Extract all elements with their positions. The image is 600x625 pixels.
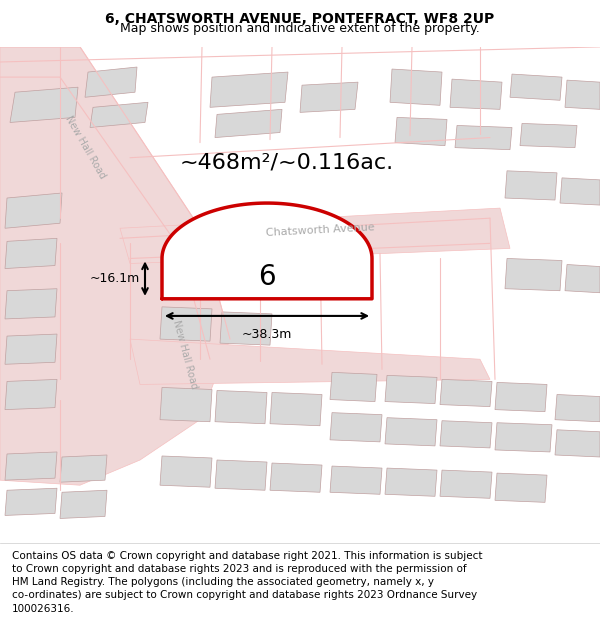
Polygon shape xyxy=(385,468,437,496)
Polygon shape xyxy=(520,124,577,148)
Polygon shape xyxy=(120,208,510,264)
Polygon shape xyxy=(5,289,57,319)
Polygon shape xyxy=(505,171,557,200)
Polygon shape xyxy=(565,264,600,292)
Polygon shape xyxy=(555,430,600,457)
Polygon shape xyxy=(215,109,282,138)
Polygon shape xyxy=(60,455,107,482)
Polygon shape xyxy=(5,488,57,516)
Polygon shape xyxy=(160,388,212,422)
Polygon shape xyxy=(85,67,137,98)
Polygon shape xyxy=(440,379,492,407)
Polygon shape xyxy=(160,307,212,341)
Polygon shape xyxy=(5,334,57,364)
Polygon shape xyxy=(270,392,322,426)
Polygon shape xyxy=(210,72,288,107)
Text: Map shows position and indicative extent of the property.: Map shows position and indicative extent… xyxy=(120,22,480,35)
Polygon shape xyxy=(330,466,382,494)
Text: ~16.1m: ~16.1m xyxy=(90,272,140,285)
Text: Contains OS data © Crown copyright and database right 2021. This information is : Contains OS data © Crown copyright and d… xyxy=(12,551,482,614)
Polygon shape xyxy=(495,473,547,502)
Polygon shape xyxy=(162,203,372,299)
Polygon shape xyxy=(330,412,382,442)
Polygon shape xyxy=(160,456,212,488)
Polygon shape xyxy=(565,80,600,109)
Polygon shape xyxy=(395,118,447,146)
Polygon shape xyxy=(560,178,600,205)
Polygon shape xyxy=(5,452,57,480)
Polygon shape xyxy=(495,422,552,452)
Polygon shape xyxy=(5,379,57,409)
Polygon shape xyxy=(270,463,322,492)
Text: ~38.3m: ~38.3m xyxy=(242,328,292,341)
Polygon shape xyxy=(215,460,267,490)
Text: Chatsworth Avenue: Chatsworth Avenue xyxy=(265,222,374,238)
Polygon shape xyxy=(5,238,57,269)
Polygon shape xyxy=(60,490,107,519)
Polygon shape xyxy=(385,376,437,404)
Polygon shape xyxy=(90,102,148,127)
Text: ~468m²/~0.116ac.: ~468m²/~0.116ac. xyxy=(180,153,394,173)
Polygon shape xyxy=(0,47,230,485)
Polygon shape xyxy=(510,74,562,100)
Polygon shape xyxy=(385,418,437,446)
Polygon shape xyxy=(390,69,442,106)
Polygon shape xyxy=(455,126,512,149)
Polygon shape xyxy=(450,79,502,109)
Polygon shape xyxy=(330,372,377,402)
Polygon shape xyxy=(215,391,267,424)
Polygon shape xyxy=(505,259,562,291)
Text: New Hall Road: New Hall Road xyxy=(171,319,199,390)
Text: New Hall Road: New Hall Road xyxy=(63,114,107,181)
Polygon shape xyxy=(495,382,547,412)
Text: 6, CHATSWORTH AVENUE, PONTEFRACT, WF8 2UP: 6, CHATSWORTH AVENUE, PONTEFRACT, WF8 2U… xyxy=(106,12,494,26)
Text: 6: 6 xyxy=(258,262,276,291)
Polygon shape xyxy=(300,82,358,112)
Polygon shape xyxy=(130,339,490,384)
Polygon shape xyxy=(5,193,62,228)
Polygon shape xyxy=(10,87,78,123)
Polygon shape xyxy=(440,470,492,498)
Polygon shape xyxy=(220,312,272,345)
Polygon shape xyxy=(555,394,600,422)
Polygon shape xyxy=(440,421,492,448)
